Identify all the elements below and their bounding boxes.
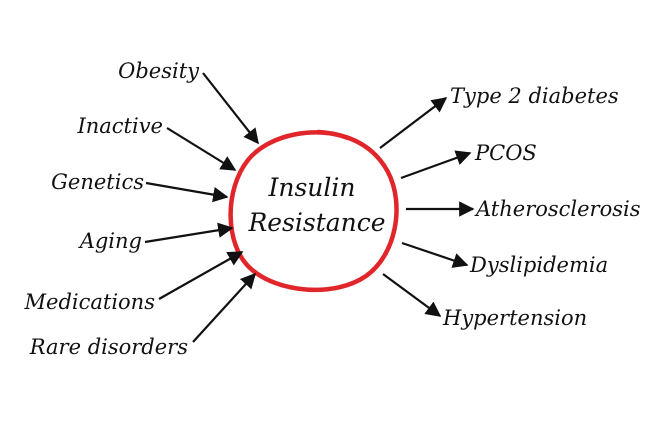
cause-label-genetics: Genetics — [51, 170, 144, 194]
cause-label-inactive: Inactive — [76, 114, 163, 138]
cause-label-medications: Medications — [24, 290, 156, 314]
center-title-line1: Insulin — [268, 173, 356, 202]
center-title-line2: Resistance — [247, 208, 385, 237]
arrow-center-to-pcos — [400, 150, 472, 180]
arrow-aging-to-center — [144, 222, 234, 244]
arrow-center-to-dyslipidemia — [401, 241, 469, 268]
arrow-medications-to-center — [158, 251, 244, 300]
arrow-obesity-to-center — [202, 72, 259, 145]
effect-label-dyslipidemia: Dyslipidemia — [469, 253, 608, 277]
arrow-genetics-to-center — [145, 181, 229, 203]
arrow-rare-disorders-to-center — [192, 272, 257, 343]
arrow-inactive-to-center — [166, 127, 237, 171]
arrow-center-to-type2-diabetes — [379, 97, 448, 149]
cause-label-rare-disorders: Rare disorders — [29, 335, 188, 359]
effect-label-atherosclerosis: Atherosclerosis — [474, 197, 641, 221]
effect-label-hypertension: Hypertension — [442, 306, 587, 330]
ring-stroke — [228, 129, 399, 293]
cause-label-obesity: Obesity — [118, 59, 200, 83]
effect-label-type2-diabetes: Type 2 diabetes — [450, 84, 619, 108]
center-ring — [228, 129, 399, 293]
effect-label-pcos: PCOS — [474, 141, 537, 165]
arrow-center-to-hypertension — [382, 273, 442, 317]
cause-label-aging: Aging — [78, 229, 142, 253]
